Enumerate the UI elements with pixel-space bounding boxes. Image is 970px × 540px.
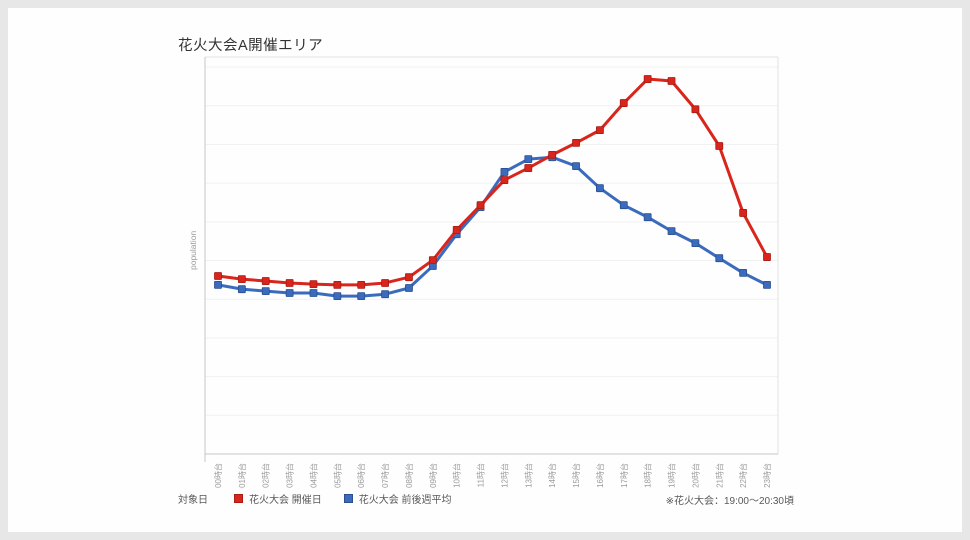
- x-tick-label: 10時台: [452, 463, 462, 488]
- series-marker-1: [667, 227, 676, 236]
- legend-label-event-day: 花火大会 開催日: [249, 495, 322, 506]
- series-marker-0: [261, 277, 270, 285]
- series-marker-1: [261, 287, 270, 295]
- series-marker-1: [524, 155, 533, 164]
- series-marker-1: [643, 213, 652, 222]
- series-marker-1: [739, 269, 748, 277]
- x-tick-label: 14時台: [547, 463, 557, 488]
- series-marker-0: [596, 126, 604, 135]
- series-marker-1: [763, 281, 771, 289]
- series-marker-0: [548, 150, 557, 159]
- legend-item-avg-week: 花火大会 前後週平均: [343, 491, 452, 506]
- series-marker-1: [214, 281, 222, 289]
- series-marker-1: [691, 239, 700, 248]
- legend-item-event-day: 花火大会 開催日: [234, 491, 322, 506]
- series-marker-1: [405, 284, 413, 292]
- x-tick-label: 23時台: [762, 463, 772, 488]
- line-chart-canvas: 00時台 01時台 02時台 03時台 04時台 05時台 06時台 07時台 08時台 09時台…: [204, 56, 779, 488]
- series-marker-0: [691, 105, 700, 114]
- x-tick-label: 06時台: [356, 463, 366, 488]
- fireworks-time-note: ※花火大会：19:00〜20:30頃: [665, 496, 794, 507]
- x-tick-label: 07時台: [380, 463, 390, 488]
- series-marker-0: [739, 209, 748, 217]
- series-marker-0: [763, 253, 771, 261]
- series-marker-1: [333, 292, 342, 301]
- x-tick-label: 17時台: [619, 463, 629, 488]
- series-marker-1: [715, 254, 724, 263]
- series-line-0: [216, 77, 769, 287]
- x-tick-label: 16時台: [595, 463, 605, 488]
- series-marker-0: [405, 273, 413, 282]
- series-marker-0: [643, 75, 652, 83]
- series-marker-0: [428, 256, 437, 265]
- series-marker-1: [285, 289, 294, 297]
- x-tick-label: 05時台: [332, 463, 342, 488]
- y-axis-label: population: [188, 230, 198, 270]
- chart-card: 花火大会A開催エリア 00時台 01時台 02時台 03時台 04時台 05時台 06時台 0…: [8, 8, 962, 532]
- x-tick-label: 02時台: [261, 463, 271, 488]
- series-marker-0: [476, 201, 485, 210]
- x-tick-label: 18時台: [643, 463, 653, 488]
- series-marker-0: [452, 226, 461, 234]
- series-line-1: [216, 155, 769, 298]
- x-tick-label: 08時台: [404, 463, 414, 488]
- series-marker-1: [357, 292, 366, 301]
- x-tick-label: 01時台: [237, 463, 247, 488]
- series-marker-0: [214, 272, 222, 280]
- x-tick-label: 09時台: [428, 463, 438, 488]
- chart-legend: 対象日 花火大会 開催日 花火大会 前後週平均: [178, 491, 474, 506]
- x-tick-label: 04時台: [308, 463, 318, 488]
- series-marker-0: [285, 279, 294, 287]
- x-tick-label: 11時台: [476, 463, 486, 487]
- x-tick-label: 21時台: [714, 463, 724, 488]
- series-marker-1: [237, 285, 246, 294]
- series-marker-1: [572, 162, 580, 171]
- series-marker-0: [572, 139, 580, 147]
- series-marker-0: [524, 164, 533, 172]
- series-marker-1: [381, 290, 389, 299]
- chart-title: 花火大会A開催エリア: [178, 38, 324, 54]
- series-marker-1: [500, 168, 509, 176]
- series-marker-0: [619, 99, 628, 107]
- series-marker-1: [619, 201, 628, 210]
- series-marker-0: [715, 142, 724, 150]
- x-tick-label: 19時台: [667, 463, 677, 488]
- legend-target-label: 対象日: [178, 495, 208, 506]
- x-tick-label: 20時台: [690, 463, 700, 488]
- x-tick-label: 12時台: [499, 463, 509, 488]
- series-marker-0: [237, 275, 246, 284]
- series-marker-0: [309, 280, 318, 289]
- series-marker-0: [381, 279, 389, 287]
- series-marker-1: [596, 184, 604, 193]
- x-tick-label: 00時台: [213, 463, 223, 488]
- x-tick-label: 03時台: [285, 463, 295, 488]
- series-marker-1: [309, 289, 318, 297]
- x-tick-label: 13時台: [523, 463, 533, 488]
- legend-label-avg-week: 花火大会 前後週平均: [358, 495, 452, 506]
- x-tick-label: 15時台: [571, 463, 581, 488]
- series-marker-0: [667, 77, 676, 85]
- series-marker-0: [500, 176, 509, 184]
- series-marker-0: [333, 281, 342, 289]
- legend-swatch-red-icon: [234, 494, 243, 503]
- x-tick-label: 22時台: [738, 463, 748, 488]
- series-marker-0: [357, 281, 366, 289]
- legend-swatch-blue-icon: [343, 494, 353, 503]
